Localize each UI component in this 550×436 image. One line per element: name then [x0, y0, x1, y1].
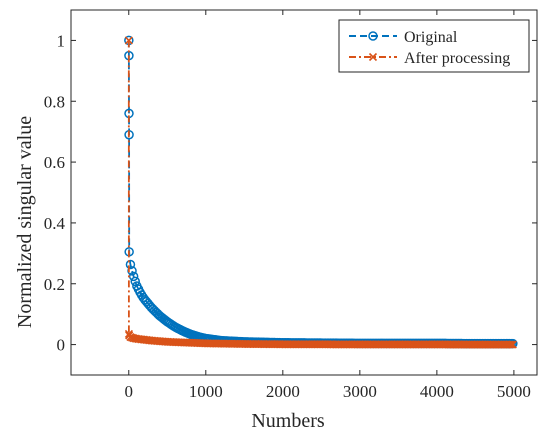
x-tick-label: 0: [125, 382, 134, 401]
data-point-marker: [124, 36, 133, 45]
legend-marker: [368, 31, 378, 41]
series-marker: [130, 276, 140, 287]
y-axis-ticks: 0 0.2 0.4 0.6 0.8 1: [44, 31, 537, 355]
series-marker: [505, 340, 514, 349]
x-axis-ticks: 0 1000 2000 3000 4000 5000: [125, 10, 531, 401]
legend-marker: [368, 52, 378, 62]
y-tick-label: 0: [57, 336, 66, 355]
y-tick-label: 0.8: [44, 92, 65, 111]
y-tick-label: 0.2: [44, 275, 65, 294]
x-tick-label: 3000: [343, 382, 377, 401]
y-axis-label: Normalized singular value: [14, 116, 36, 328]
plot-area-frame: [70, 9, 538, 376]
x-axis-label: Numbers: [251, 410, 325, 432]
series-marker: [125, 259, 136, 270]
x-tick-label: 2000: [266, 382, 300, 401]
legend: Original After processing: [338, 19, 530, 73]
y-tick-label: 1: [57, 31, 66, 50]
legend-label: After processing: [404, 50, 510, 67]
series-marker: [508, 340, 517, 349]
data-point-marker: [125, 331, 134, 340]
x-tick-label: 5000: [497, 382, 531, 401]
legend-box: [338, 19, 530, 73]
x-tick-label: 4000: [420, 382, 454, 401]
plot-layer: [124, 35, 518, 349]
legend-label: Original: [404, 29, 458, 46]
x-tick-label: 1000: [189, 382, 223, 401]
y-tick-label: 0.6: [44, 153, 65, 172]
series-2: [124, 36, 517, 349]
y-tick-label: 0.4: [44, 214, 66, 233]
series-marker: [507, 340, 516, 349]
data-point-marker: [124, 329, 133, 339]
